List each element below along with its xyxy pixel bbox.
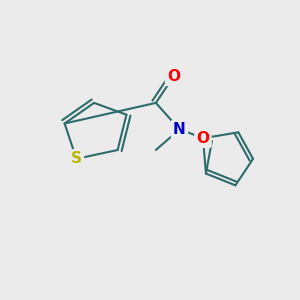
Text: N: N [173, 122, 186, 137]
Text: S: S [71, 151, 82, 166]
Text: O: O [167, 69, 180, 84]
Text: O: O [196, 131, 209, 146]
